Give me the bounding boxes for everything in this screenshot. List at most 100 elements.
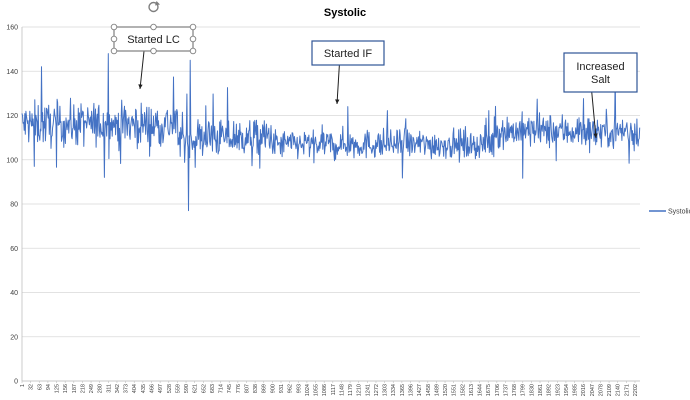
x-tick-label: 1396 (409, 384, 415, 396)
callout-label: Salt (591, 74, 610, 86)
x-tick-label: 1985 (573, 384, 579, 396)
y-tick-label: 120 (6, 113, 18, 120)
x-tick-label: 590 (184, 384, 190, 393)
callout-arrow-line (591, 91, 597, 139)
x-axis: 1 32 63 94 125 156 187 218 249 280 311 342 373 404 435… (20, 380, 640, 396)
x-tick-label: 1148 (339, 384, 345, 396)
selection-handle[interactable] (110, 47, 118, 55)
y-tick-label: 0 (14, 379, 18, 386)
x-tick-label: 249 (89, 384, 95, 393)
x-tick-label: 1706 (495, 384, 501, 396)
x-tick-label: 1551 (452, 384, 458, 396)
x-tick-label: 683 (210, 384, 216, 393)
x-tick-label: 621 (193, 384, 199, 393)
x-tick-label: 156 (63, 384, 69, 393)
x-tick-label: 1520 (443, 384, 449, 396)
callout-arrow-line (139, 50, 145, 90)
y-tick-label: 160 (6, 25, 18, 32)
selection-handle[interactable] (110, 23, 118, 31)
x-tick-label: 714 (219, 384, 225, 393)
x-tick-label: 1 (20, 384, 26, 387)
x-tick-label: 1427 (417, 384, 423, 396)
x-tick-label: 2171 (624, 384, 630, 396)
y-tick-label: 40 (10, 290, 18, 297)
x-tick-label: 404 (132, 384, 138, 393)
x-tick-label: 838 (253, 384, 259, 393)
x-tick-label: 373 (124, 384, 130, 393)
x-tick-label: 1086 (322, 384, 328, 396)
y-tick-label: 60 (10, 246, 18, 253)
x-tick-label: 807 (244, 384, 250, 393)
x-tick-label: 1117 (331, 384, 337, 395)
x-tick-label: 2140 (616, 384, 622, 396)
y-axis: 0 20 40 60 80 100 120 140 160 (6, 25, 23, 386)
chart-title: Systolic (324, 7, 366, 19)
x-tick-label: 2202 (633, 384, 639, 396)
selection-handle[interactable] (110, 35, 118, 43)
series-line-systolic (21, 53, 641, 212)
x-tick-label: 1334 (391, 384, 397, 396)
callout-label: Started LC (127, 34, 180, 46)
x-tick-label: 1365 (400, 384, 406, 396)
callout-arrow-line (336, 64, 340, 105)
x-tick-label: 1644 (478, 384, 484, 396)
x-tick-label: 1272 (374, 384, 380, 396)
x-tick-label: 187 (72, 384, 78, 393)
y-tick-label: 140 (6, 69, 18, 76)
selection-handle[interactable] (189, 35, 197, 43)
x-tick-label: 63 (37, 384, 43, 390)
x-tick-label: 1179 (348, 384, 354, 396)
callout-label: Increased (576, 61, 624, 73)
annotation-callout[interactable]: Started IF (311, 40, 385, 105)
plot-area (21, 53, 641, 212)
x-tick-label: 652 (201, 384, 207, 393)
y-tick-label: 20 (10, 334, 18, 341)
x-tick-label: 435 (141, 384, 147, 393)
callout-label: Started IF (324, 48, 373, 60)
x-tick-label: 497 (158, 384, 164, 393)
callout-box (563, 52, 638, 93)
selection-handle[interactable] (189, 23, 197, 31)
x-tick-label: 280 (98, 384, 104, 393)
x-tick-label: 1055 (314, 384, 320, 396)
x-tick-label: 1489 (434, 384, 440, 396)
x-tick-label: 1303 (383, 384, 389, 396)
callout-box (311, 40, 385, 66)
selection-handle[interactable] (189, 47, 197, 55)
selection-handle[interactable] (150, 23, 157, 31)
rotate-handle-icon[interactable] (148, 1, 159, 13)
x-tick-label: 342 (115, 384, 121, 393)
x-tick-label: 1210 (357, 384, 363, 396)
x-tick-label: 125 (55, 384, 61, 393)
x-tick-label: 528 (167, 384, 173, 393)
callout-arrowhead (593, 133, 598, 138)
x-tick-label: 32 (29, 384, 35, 390)
x-tick-label: 1024 (305, 384, 311, 396)
callout-arrowhead (335, 99, 340, 104)
selection-handle[interactable] (150, 47, 157, 55)
x-tick-label: 1799 (521, 384, 527, 396)
x-tick-label: 94 (46, 384, 52, 390)
legend: Systolic (649, 209, 690, 216)
x-tick-label: 745 (227, 384, 233, 393)
x-tick-label: 962 (288, 384, 294, 393)
x-tick-label: 1923 (555, 384, 561, 396)
x-tick-label: 1768 (512, 384, 518, 396)
y-tick-label: 80 (10, 202, 18, 209)
x-tick-label: 869 (262, 384, 268, 393)
x-tick-label: 1737 (503, 384, 509, 396)
legend-label: Systolic (668, 209, 690, 216)
x-tick-label: 776 (236, 384, 242, 393)
x-tick-label: 900 (270, 384, 276, 393)
x-tick-label: 931 (279, 384, 285, 393)
x-tick-label: 1582 (460, 384, 466, 396)
x-tick-label: 1861 (538, 384, 544, 396)
annotation-callout[interactable]: Started LC (110, 1, 197, 90)
x-tick-label: 2016 (581, 384, 587, 396)
x-tick-label: 311 (106, 384, 112, 393)
x-tick-label: 1675 (486, 384, 492, 396)
x-tick-label: 2047 (590, 384, 596, 396)
